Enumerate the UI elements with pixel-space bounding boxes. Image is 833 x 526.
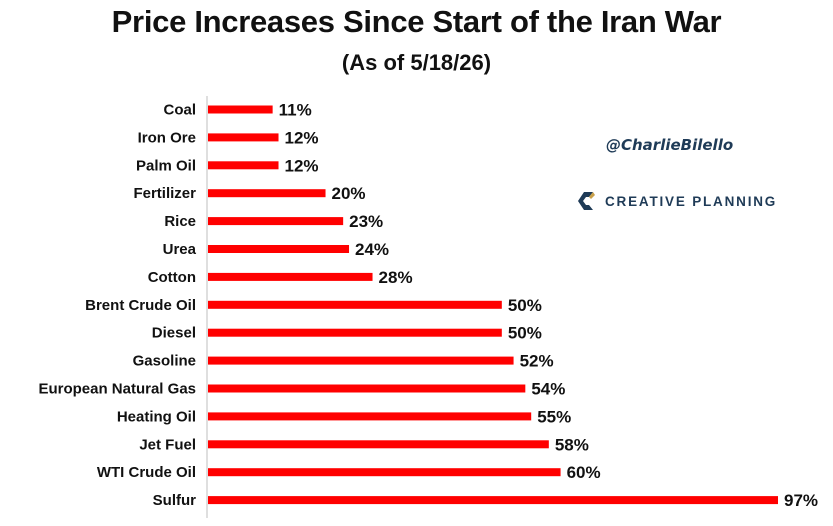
category-label: Jet Fuel — [139, 436, 196, 453]
category-label: Iron Ore — [138, 129, 196, 146]
value-label: 12% — [285, 156, 319, 175]
category-label: Sulfur — [153, 492, 196, 509]
bar — [208, 105, 273, 114]
value-label: 11% — [279, 101, 312, 120]
category-label: Palm Oil — [136, 157, 196, 174]
value-label: 58% — [555, 435, 589, 454]
category-label: WTI Crude Oil — [97, 464, 196, 481]
brand-logo: CREATIVE PLANNING — [575, 188, 777, 214]
bar — [208, 412, 532, 421]
bar — [208, 161, 279, 170]
bar — [208, 496, 778, 505]
value-label: 52% — [520, 352, 554, 371]
bar — [208, 468, 561, 477]
brand-name: CREATIVE PLANNING — [605, 193, 778, 209]
bar — [208, 245, 350, 253]
category-label: Urea — [163, 241, 197, 258]
value-label: 97% — [784, 491, 818, 510]
bar — [208, 328, 502, 337]
value-label: 55% — [537, 407, 571, 426]
category-label: Brent Crude Oil — [85, 297, 196, 314]
bar — [208, 217, 344, 226]
value-label: 28% — [379, 268, 413, 287]
bar — [208, 189, 326, 198]
category-label: Coal — [163, 102, 196, 119]
value-label: 50% — [508, 324, 542, 343]
value-label: 60% — [567, 463, 601, 482]
category-label: Gasoline — [133, 353, 196, 370]
value-label: 50% — [508, 296, 542, 315]
chart-title: Price Increases Since Start of the Iran … — [111, 4, 722, 39]
category-label: Cotton — [148, 269, 196, 286]
bar — [208, 384, 526, 393]
value-label: 23% — [349, 212, 383, 231]
category-label: European Natural Gas — [38, 381, 196, 398]
value-label: 54% — [531, 380, 565, 399]
category-label: Diesel — [152, 325, 196, 342]
category-label: Fertilizer — [133, 185, 196, 202]
bars-group: Coal 11% Iron Ore 12% Palm Oil 12% Fertilizer 2… — [38, 101, 818, 511]
chart-subtitle: (As of 5/18/26) — [341, 50, 492, 75]
bar — [208, 300, 502, 309]
bar — [208, 133, 279, 142]
bar — [208, 356, 514, 365]
category-label: Heating Oil — [117, 408, 196, 425]
category-label: Rice — [164, 213, 196, 230]
value-label: 24% — [355, 240, 389, 259]
creative-planning-logo-icon — [578, 192, 595, 210]
bar — [208, 272, 373, 281]
bar — [208, 440, 549, 449]
author-handle: @CharlieBilello — [606, 136, 734, 154]
value-label: 20% — [332, 184, 366, 203]
value-label: 12% — [285, 128, 319, 147]
